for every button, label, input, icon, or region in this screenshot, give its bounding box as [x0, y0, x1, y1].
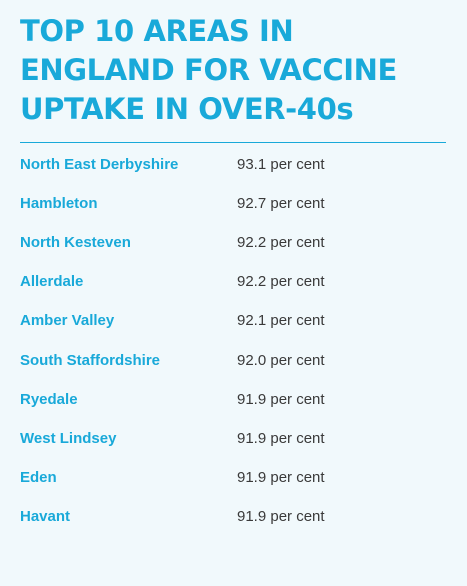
table-row: North Kesteven 92.2 per cent [20, 223, 446, 262]
table-row: Havant 91.9 per cent [20, 497, 446, 536]
area-name: Allerdale [20, 273, 84, 291]
area-name: Hambleton [20, 195, 98, 213]
area-name: South Staffordshire [20, 351, 161, 369]
area-name: North East Derbyshire [20, 156, 179, 174]
area-name: North Kesteven [20, 234, 131, 252]
title-line-2: ENGLAND FOR VACCINE [20, 53, 397, 87]
area-name: Havant [20, 507, 71, 525]
uptake-value: 91.9 per cent [237, 429, 325, 447]
area-name: Ryedale [20, 390, 78, 408]
area-name: Eden [20, 468, 57, 486]
area-name: West Lindsey [20, 429, 117, 447]
table-row: Amber Valley 92.1 per cent [20, 301, 446, 340]
uptake-value: 92.2 per cent [237, 234, 325, 252]
title-divider [20, 142, 446, 143]
table-row: North East Derbyshire 93.1 per cent [20, 145, 446, 184]
uptake-value: 92.0 per cent [237, 351, 325, 369]
table-row: Hambleton 92.7 per cent [20, 184, 446, 223]
uptake-value: 91.9 per cent [237, 390, 325, 408]
table-row: South Staffordshire 92.0 per cent [20, 340, 446, 379]
table-row: West Lindsey 91.9 per cent [20, 419, 446, 458]
table-row: Eden 91.9 per cent [20, 458, 446, 497]
uptake-value: 92.2 per cent [237, 273, 325, 291]
uptake-value: 92.7 per cent [237, 195, 325, 213]
area-name: Amber Valley [20, 312, 115, 330]
title-line-1: TOP 10 AREAS IN [20, 14, 294, 48]
table-row: Ryedale 91.9 per cent [20, 380, 446, 419]
title-line-3: UPTAKE IN OVER-40s [20, 92, 354, 126]
uptake-value: 91.9 per cent [237, 468, 325, 486]
ranking-table: North East Derbyshire 93.1 per cent Hamb… [20, 145, 446, 536]
uptake-value: 93.1 per cent [237, 156, 325, 174]
uptake-value: 92.1 per cent [237, 312, 325, 330]
chart-title: TOP 10 AREAS IN ENGLAND FOR VACCINE UPTA… [20, 12, 450, 129]
table-row: Allerdale 92.2 per cent [20, 262, 446, 301]
uptake-value: 91.9 per cent [237, 507, 325, 525]
